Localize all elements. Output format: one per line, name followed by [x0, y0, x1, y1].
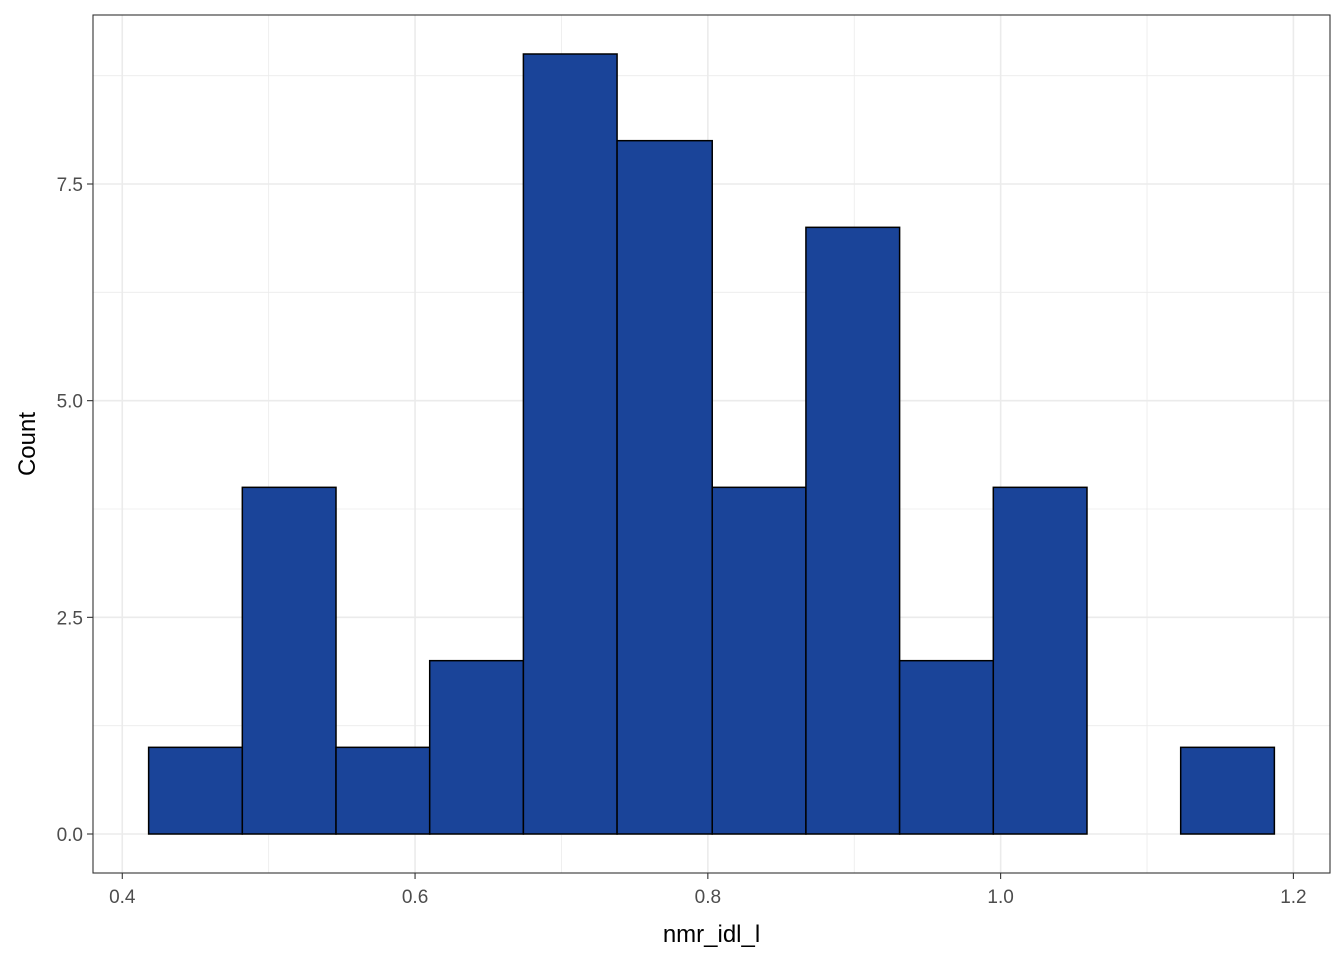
y-axis-title: Count: [14, 412, 41, 476]
histogram-bar: [522, 53, 618, 835]
histogram-bar: [616, 139, 713, 835]
histogram-bar: [428, 659, 525, 835]
histogram-bar: [147, 746, 244, 835]
x-axis-title: nmr_idl_l: [663, 921, 760, 948]
histogram-bar: [711, 486, 807, 835]
histogram-bar: [1179, 746, 1276, 835]
histogram-bar: [241, 486, 337, 835]
x-tick-label: 0.8: [695, 887, 721, 908]
histogram-bar: [335, 746, 431, 835]
x-tick-label: 1.2: [1280, 887, 1306, 908]
x-tick-label: 0.4: [109, 887, 136, 908]
y-tick-label: 7.5: [57, 175, 83, 196]
ticks-layer: 0.4 0.6 0.8 1.0 1.2 0.0 2.5 5.0 7.5: [57, 175, 1307, 908]
y-tick-label: 2.5: [57, 608, 83, 629]
panel-border: [92, 14, 1331, 874]
x-tick-label: 1.0: [987, 887, 1013, 908]
histogram-bar: [805, 226, 901, 835]
x-tick-label: 0.6: [402, 887, 428, 908]
y-tick-label: 5.0: [57, 392, 83, 413]
y-tick-label: 0.0: [57, 825, 83, 846]
histogram-bar: [898, 659, 995, 835]
bars-layer: [147, 53, 1276, 835]
histogram-bar: [992, 486, 1088, 835]
